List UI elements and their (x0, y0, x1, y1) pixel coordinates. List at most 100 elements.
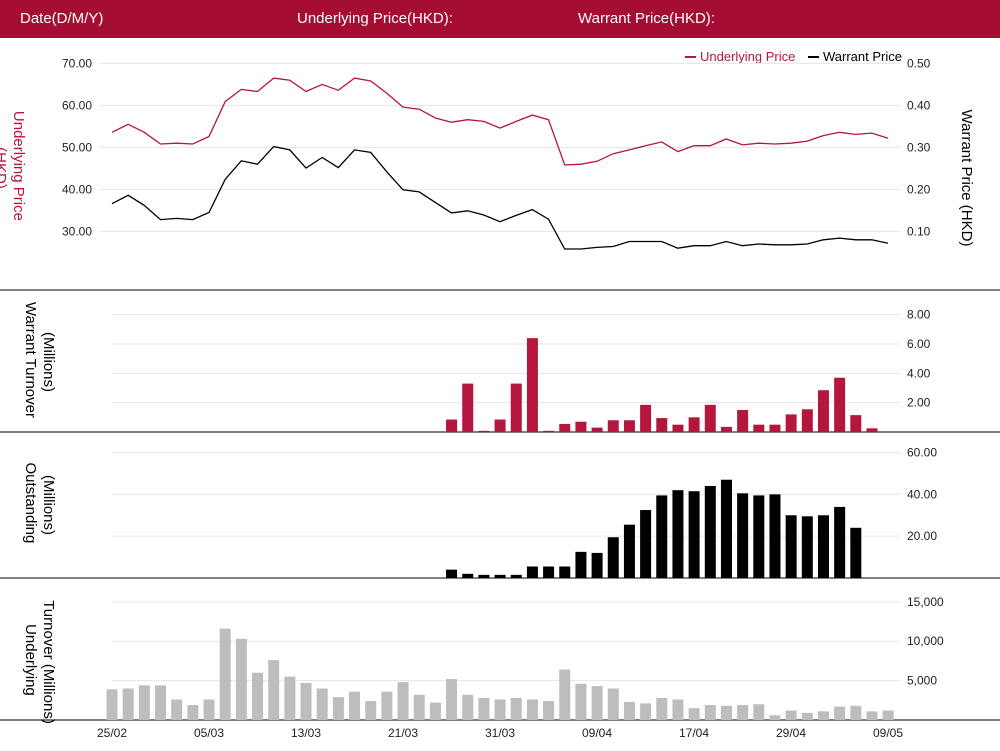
axis-title-line: (HKD) (0, 147, 9, 189)
outstanding-bar (672, 490, 684, 578)
x-tick-label: 29/04 (776, 726, 806, 740)
underlying-turnover-bar (817, 711, 829, 720)
warrant-turnover-bar (591, 427, 603, 432)
x-tick-label: 09/05 (873, 726, 903, 740)
warrant-turnover-bar (543, 430, 555, 432)
axis-title-outstanding: Outstanding (Millions) (22, 462, 57, 547)
underlying-turnover-bar (494, 699, 506, 720)
axis-title-line: (Millions) (40, 332, 57, 392)
legend-label-warrant: Warrant Price (823, 49, 902, 64)
x-tick-label: 21/03 (388, 726, 418, 740)
y-tick-label: 2.00 (907, 396, 931, 410)
x-tick-label: 17/04 (679, 726, 709, 740)
underlying-turnover-bar (559, 669, 571, 720)
outstanding-bar (510, 574, 522, 578)
y-tick-label-right: 0.20 (907, 182, 931, 196)
axis-title-line: Underlying (22, 624, 39, 696)
underlying-turnover-bar (138, 685, 150, 720)
underlying-turnover-bar (268, 660, 280, 720)
outstanding-bar (559, 566, 571, 578)
y-tick-label-left: 40.00 (62, 182, 92, 196)
underlying-turnover-bar (607, 688, 619, 720)
outstanding-bar (817, 515, 829, 578)
warrant-turnover-bar (753, 424, 765, 432)
legend: Underlying Price Warrant Price (685, 49, 902, 64)
warrant-turnover-bar (446, 419, 458, 432)
warrant-price-label: Warrant Price(HKD): (578, 10, 715, 27)
underlying-turnover-bar (850, 705, 862, 720)
axis-title-warrant-turnover: Warrant Turnover (Millions) (22, 302, 57, 422)
warrant-turnover-bar (510, 383, 522, 432)
outstanding-bar (769, 494, 781, 578)
warrant-turnover-bar (834, 377, 846, 432)
underlying-turnover-bar (834, 706, 846, 720)
outstanding-bar (462, 573, 474, 578)
underlying-price-line (111, 77, 889, 166)
underlying-turnover-bar (704, 705, 716, 720)
y-tick-label: 15,000 (907, 595, 944, 609)
warrant-price-line (111, 145, 889, 250)
underlying-turnover-bar (252, 672, 264, 720)
outstanding-bar (753, 495, 765, 578)
y-tick-label-left: 30.00 (62, 224, 92, 238)
underlying-turnover-bar (737, 705, 749, 720)
underlying-turnover-bar (591, 686, 603, 720)
underlying-turnover-bar (688, 708, 700, 720)
underlying-turnover-bar (882, 710, 894, 720)
warrant-turnover-bar (801, 409, 813, 432)
underlying-turnover-bar (656, 697, 668, 720)
axis-title-line: Warrant Turnover (22, 302, 39, 418)
underlying-turnover-bar (526, 699, 538, 720)
warrant-turnover-bar (494, 419, 506, 432)
underlying-turnover-bar (753, 704, 765, 720)
y-tick-label: 5,000 (907, 674, 937, 688)
underlying-turnover-bar (543, 701, 555, 720)
underlying-turnover-bar (478, 697, 490, 720)
outstanding-bar (607, 537, 619, 578)
warrant-turnover-bar (526, 338, 538, 432)
legend-label-underlying: Underlying Price (700, 49, 795, 64)
outstanding-bar (785, 515, 797, 578)
underlying-turnover-bar (672, 699, 684, 720)
axis-title-underlying-price: Underlying Price (HKD) (0, 111, 27, 225)
outstanding-bar (834, 506, 846, 578)
warrant-turnover-bar (623, 420, 635, 432)
warrant-turnover-bar (850, 415, 862, 432)
outstanding-bar (526, 566, 538, 578)
y-tick-label: 10,000 (907, 634, 944, 648)
warrant-turnover-bar (559, 423, 571, 432)
header-bar: Date(D/M/Y) Underlying Price(HKD): Warra… (0, 0, 1000, 38)
underlying-turnover-bar (462, 694, 474, 720)
underlying-turnover-bar (446, 679, 458, 720)
y-tick-label: 60.00 (907, 446, 937, 460)
underlying-turnover-bar (187, 705, 199, 720)
outstanding-bar (720, 479, 732, 578)
warrant-turnover-bar (462, 383, 474, 432)
y-tick-label-left: 50.00 (62, 140, 92, 154)
underlying-turnover-bar (720, 705, 732, 720)
outstanding-bar (688, 491, 700, 578)
y-tick-label-right: 0.40 (907, 98, 931, 112)
outstanding-bar (704, 486, 716, 578)
outstanding-bar (543, 566, 555, 578)
axis-title-line: (Millions) (40, 475, 57, 535)
underlying-turnover-bar (640, 703, 652, 720)
y-tick-label-left: 70.00 (62, 56, 92, 70)
outstanding-bar (575, 551, 587, 578)
underlying-turnover-bar (575, 683, 587, 720)
warrant-turnover-bar (575, 421, 587, 432)
warrant-turnover-bar (737, 410, 749, 432)
axis-title-warrant-price: Warrant Price (HKD) (958, 110, 975, 247)
x-tick-label: 09/04 (582, 726, 612, 740)
warrant-turnover-bar (866, 428, 878, 432)
underlying-turnover-bar (122, 688, 134, 720)
underlying-turnover-bar (171, 699, 183, 720)
y-tick-label: 8.00 (907, 308, 931, 322)
underlying-turnover-bar (381, 691, 393, 720)
underlying-turnover-bar (235, 638, 247, 720)
underlying-turnover-bar (219, 628, 231, 720)
warrant-turnover-bar (785, 414, 797, 432)
outstanding-bar (640, 510, 652, 578)
y-tick-label-right: 0.10 (907, 224, 931, 238)
